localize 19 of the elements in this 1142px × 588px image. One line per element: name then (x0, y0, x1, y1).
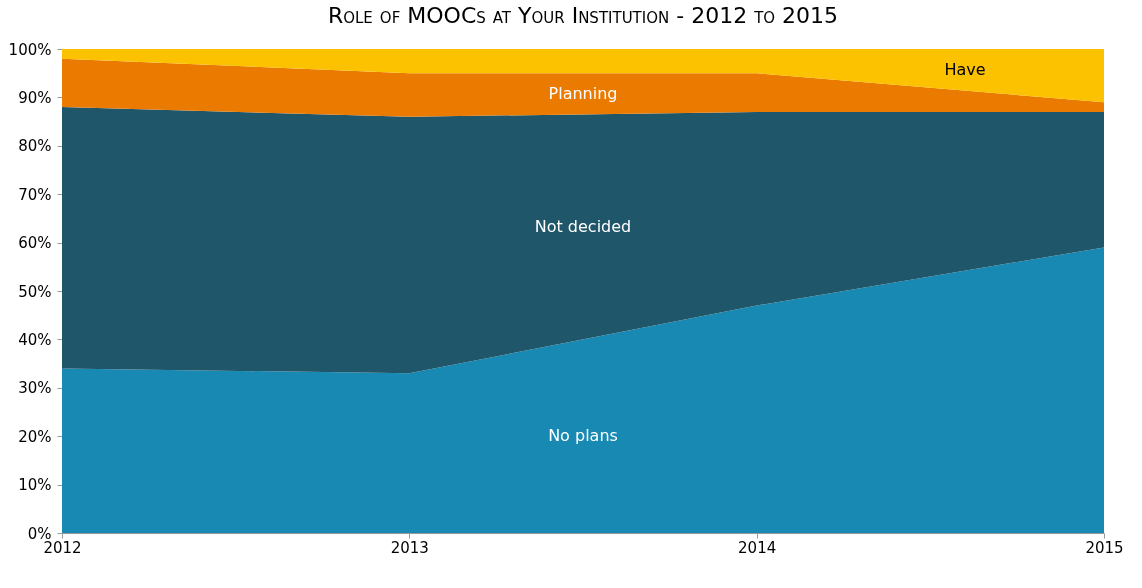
series-label: Not decided (534, 216, 632, 236)
series-label: Planning (548, 83, 618, 103)
x-tick-label: 2013 (390, 538, 429, 557)
y-tick-label: 100% (8, 40, 52, 59)
x-tick-label: 2014 (738, 538, 777, 557)
y-tick-label: 40% (18, 330, 52, 349)
y-tick-label: 90% (18, 88, 52, 107)
series-label: No plans (548, 426, 618, 446)
y-tick-label: 70% (18, 185, 52, 204)
x-tick-label: 2012 (43, 538, 82, 557)
chart-title: Role of MOOCs at Your Institution - 2012 to 2015 (327, 3, 839, 28)
y-tick-label: 20% (18, 427, 52, 446)
y-tick-label: 30% (18, 379, 52, 398)
series-label: Have (944, 59, 986, 79)
x-tick-label: 2015 (1085, 538, 1124, 557)
y-tick-label: 80% (18, 137, 52, 156)
y-tick-label: 50% (18, 282, 52, 301)
y-tick-label: 10% (18, 476, 52, 495)
y-tick-label: 60% (18, 234, 52, 253)
